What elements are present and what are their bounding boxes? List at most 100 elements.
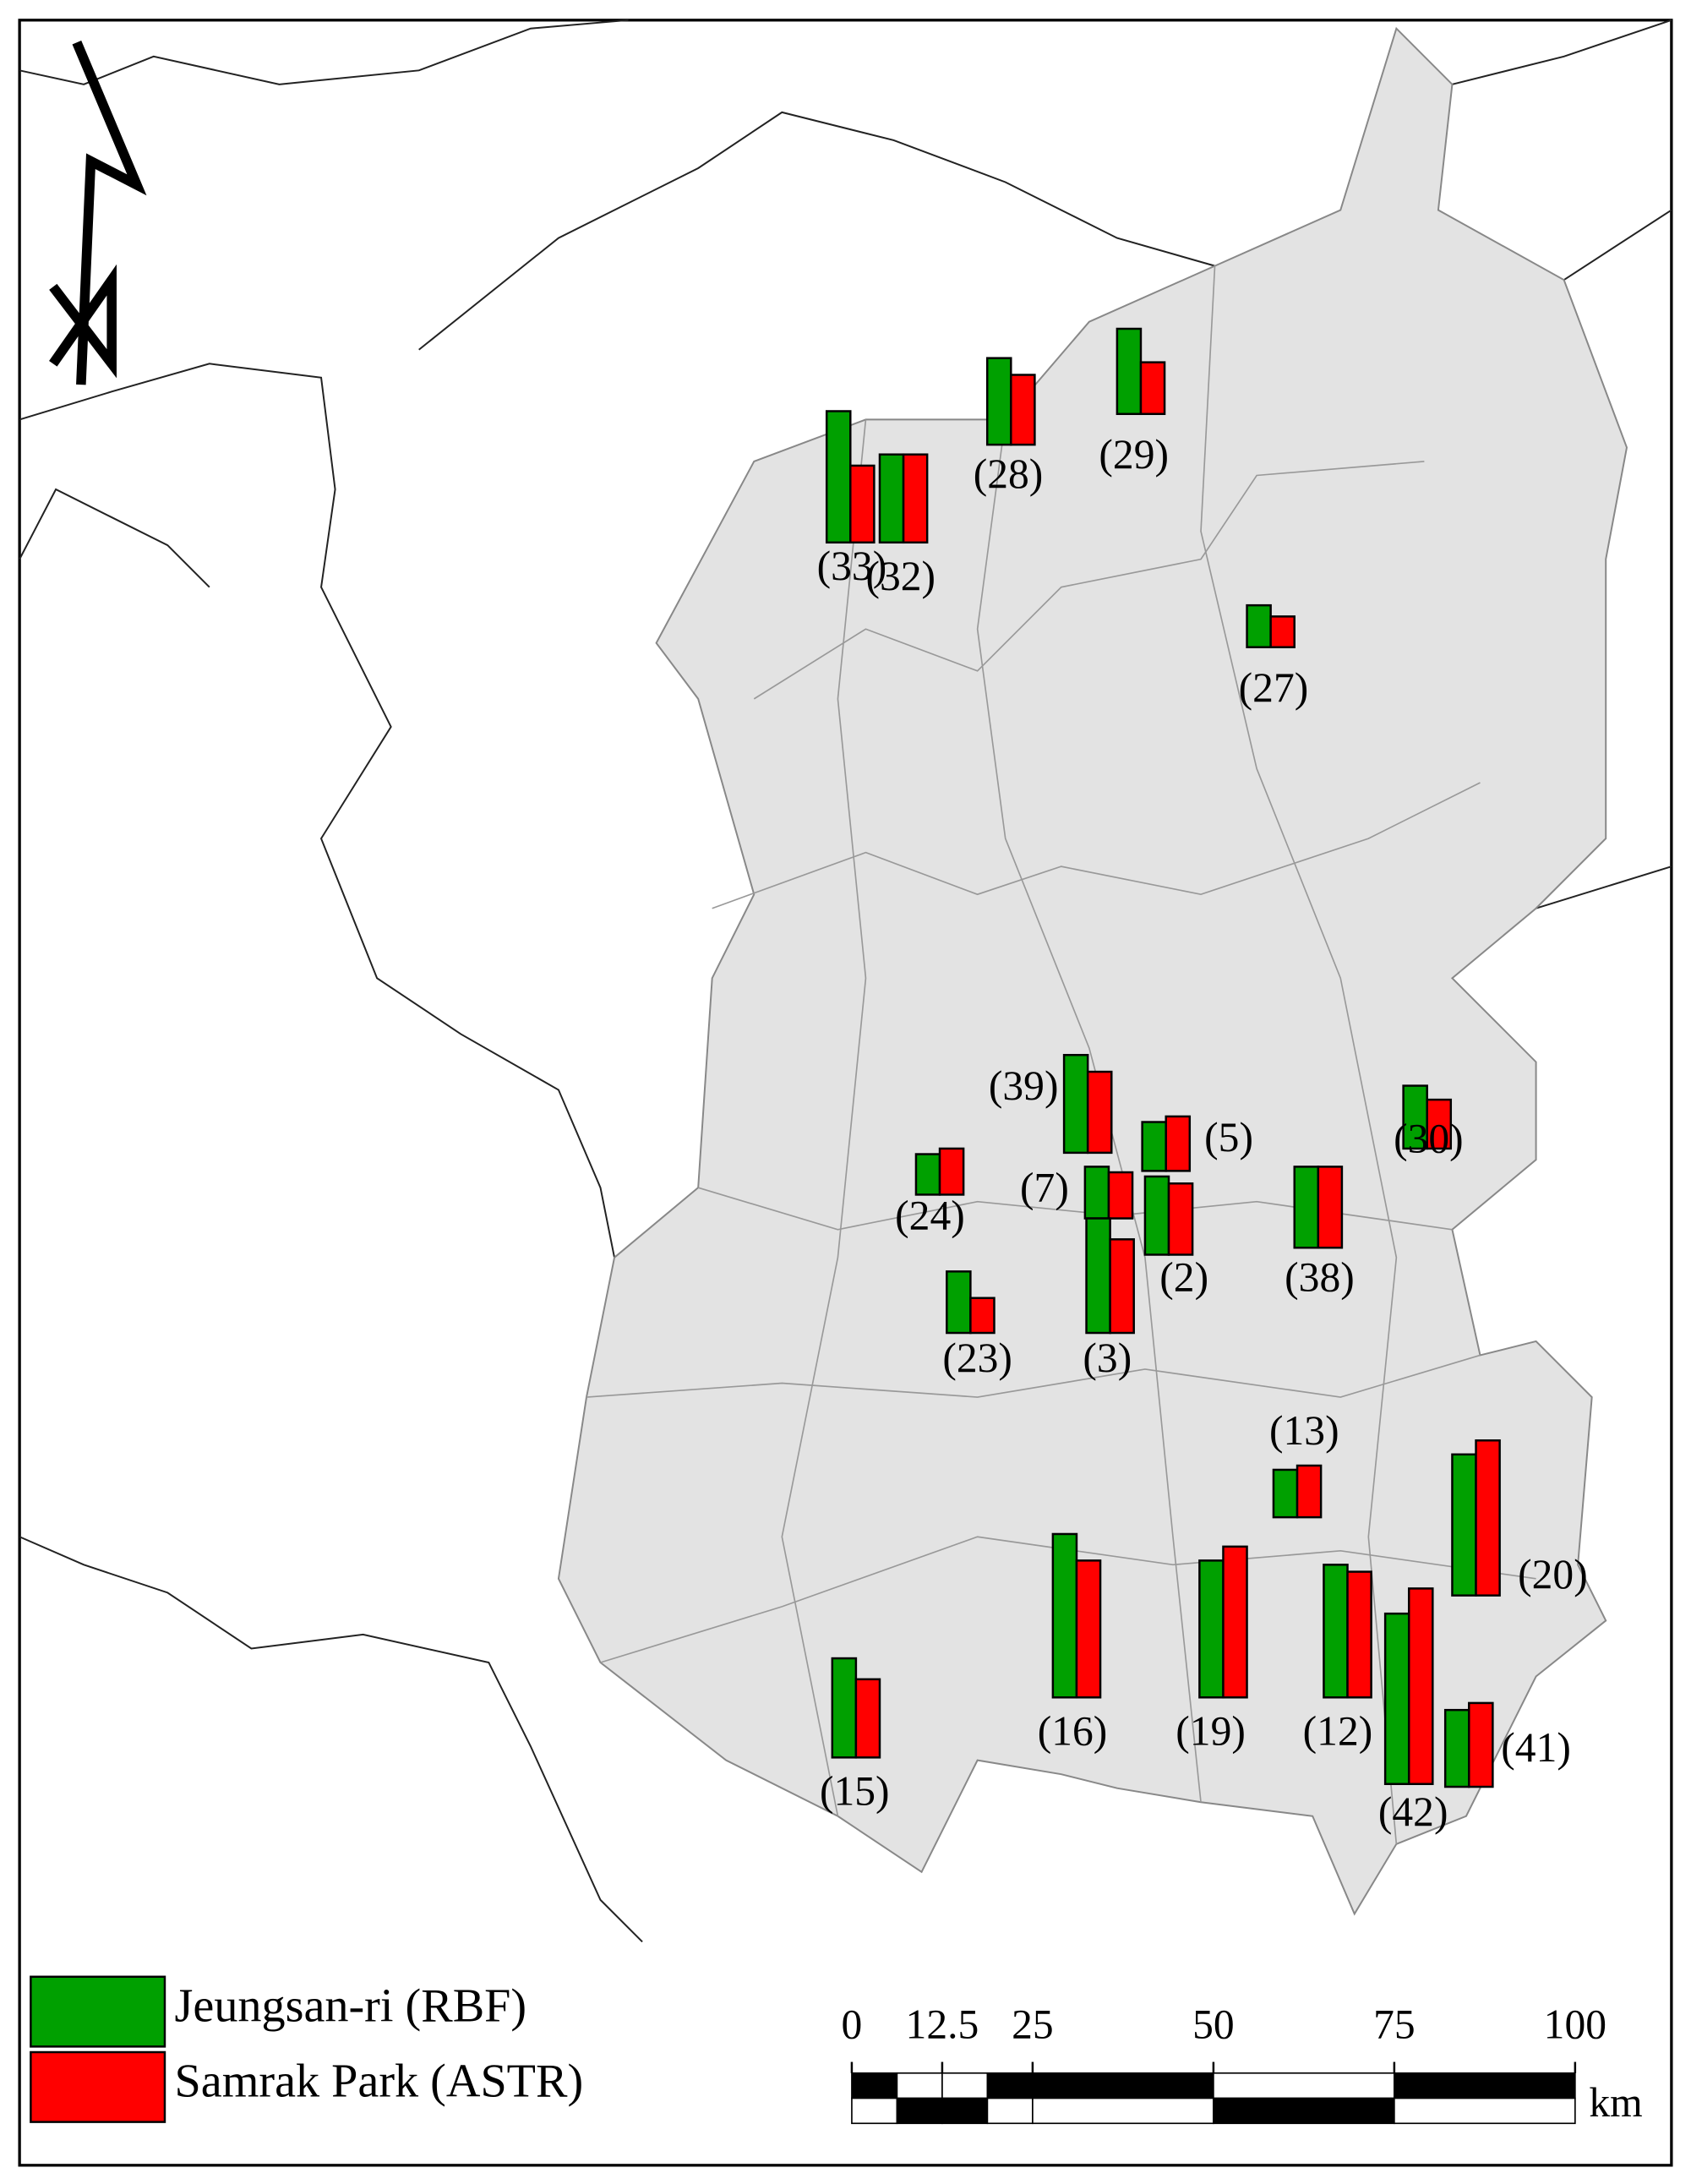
bar [1198,1559,1225,1699]
bar [1083,1166,1110,1220]
district-border [1200,265,1398,1844]
scale-tick-label: 25 [1012,2001,1054,2047]
site-label: (33) [817,543,887,589]
bar [1010,374,1036,446]
district-border [586,1354,1481,1398]
bar [1269,615,1296,648]
site-label: (32) [865,553,936,599]
bar [1246,603,1272,648]
bar [938,1147,965,1196]
border [19,1536,643,1943]
site-label: (28) [974,450,1044,497]
district-border [781,419,867,1816]
scale-tick-label: 50 [1192,2001,1235,2047]
site-label: (29) [1099,431,1169,478]
bar [1293,1166,1320,1249]
bar [1085,1217,1111,1335]
scale-tick-label: 75 [1373,2001,1416,2047]
site-label: (27) [1239,664,1309,711]
bar [1062,1053,1089,1155]
scale-segment [896,2072,943,2099]
bar [1475,1439,1501,1597]
site-label: (3) [1083,1335,1132,1381]
site-label: (20) [1518,1551,1588,1597]
bar [1165,1115,1192,1172]
bar [1139,361,1166,416]
scale-segment [1032,2097,1214,2125]
bar [902,453,929,544]
site-label: (13) [1269,1407,1339,1454]
outside-borders [19,19,1672,1943]
scale-segment [1213,2097,1395,2125]
site-label: (30) [1394,1116,1464,1162]
bar [946,1270,972,1335]
bar [1323,1564,1349,1699]
site-label: (5) [1204,1114,1253,1160]
bar [985,357,1012,446]
legend-swatch [30,1975,166,2048]
bar [1086,1070,1113,1155]
bar [1143,1175,1170,1256]
legend-label: Jeungsan-ri (RBF) [175,1979,527,2032]
bar [1051,1532,1078,1699]
district-border [753,461,1425,700]
bar [825,410,852,544]
scale-segment [941,2072,989,2099]
bar [1383,1612,1410,1785]
bar [1468,1701,1494,1788]
legend-swatch [30,2050,166,2123]
border [1536,865,1672,909]
site-label: (2) [1159,1253,1208,1300]
bar [969,1297,996,1335]
bar [1443,1708,1470,1788]
bar [1141,1121,1167,1172]
bar [1317,1166,1344,1249]
bar [849,464,876,544]
bar [831,1657,858,1759]
scale-segment [986,2097,1034,2125]
bar [1451,1453,1477,1597]
bar [1407,1587,1434,1785]
scale-segment [986,2072,1034,2099]
bar [1116,327,1143,416]
legend: Jeungsan-ri (RBF) Samrak Park (ASTR) [30,1975,584,2123]
site-label: (24) [895,1193,965,1239]
scale-segment [851,2072,898,2099]
scale-tick-label: 0 [842,2001,863,2047]
bar [1346,1570,1372,1699]
border [19,488,210,588]
site-label: (19) [1176,1707,1246,1754]
site-label: (12) [1303,1707,1373,1754]
scale-tick-label: 12.5 [906,2001,979,2047]
district-border [712,782,1481,909]
site-label: (7) [1020,1165,1069,1211]
bar [1272,1468,1299,1519]
scale-segment [1394,2072,1576,2099]
district-border [697,1187,1453,1231]
district-border [976,419,1202,1803]
bar [1167,1182,1194,1256]
bar [1109,1238,1135,1335]
legend-label: Samrak Park (ASTR) [175,2056,584,2108]
site-label: (41) [1501,1724,1571,1771]
site-label: (39) [989,1062,1059,1109]
site-label: (15) [820,1767,890,1814]
scale-unit: km [1589,2079,1642,2126]
scale-segment [1213,2072,1395,2099]
border [19,363,616,1258]
site-charts: (29) (32) (27) (28) (33) (39) (5) (30) (24) (7) (2… [817,327,1588,1835]
border [19,19,629,85]
scale-segment [851,2097,898,2125]
border [1563,209,1672,281]
site-label: (38) [1285,1253,1355,1300]
bar [1075,1559,1102,1699]
bar [914,1153,941,1196]
district-borders [586,265,1536,1844]
north-arrow [49,41,147,385]
bar [1222,1545,1248,1699]
border [1452,19,1672,85]
scale-tick-label: 100 [1544,2001,1606,2047]
bar [1426,1098,1453,1150]
